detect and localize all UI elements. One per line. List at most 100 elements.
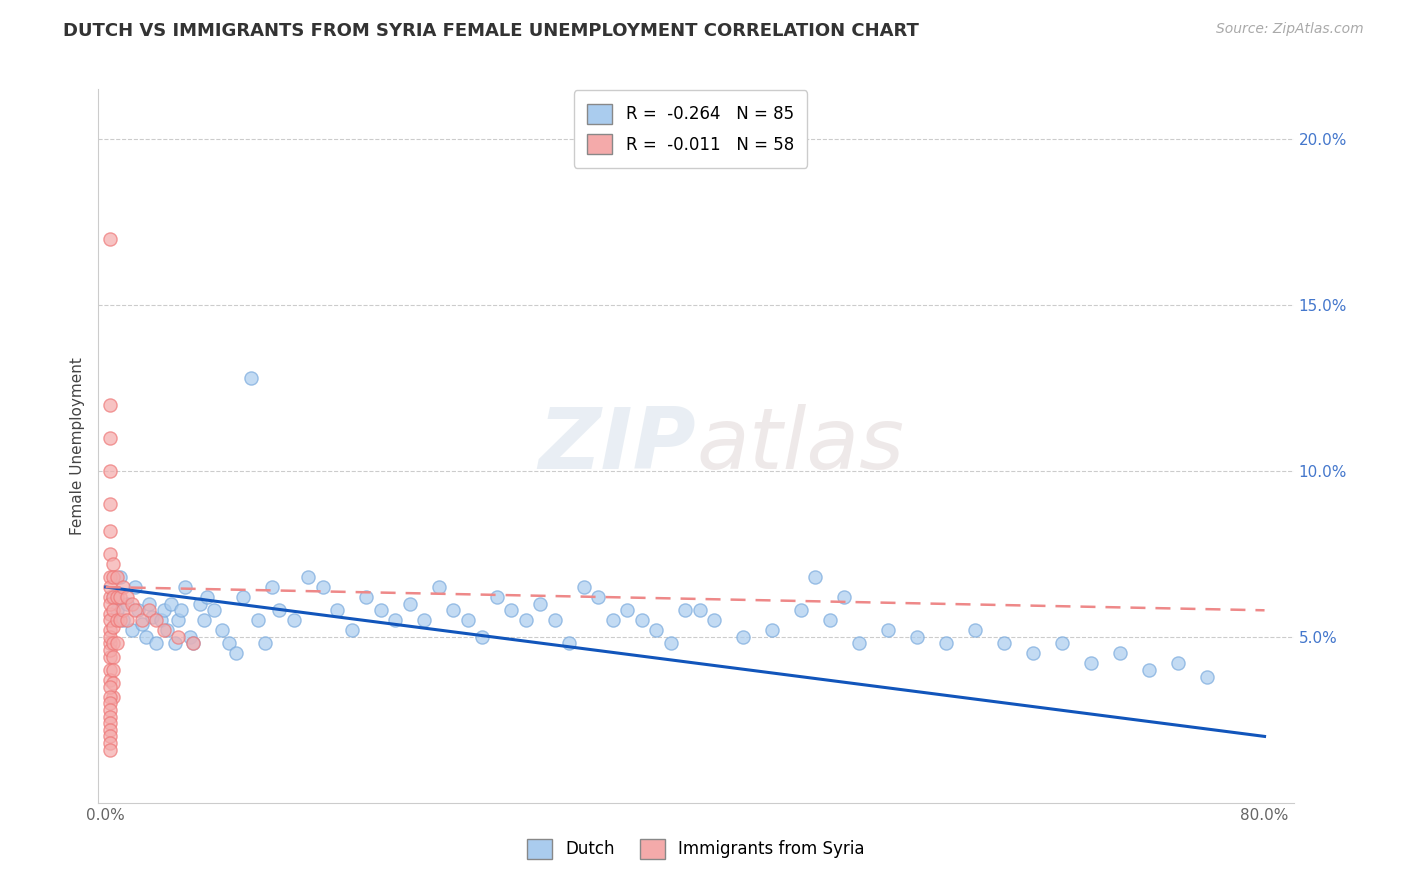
Point: [101, 603, 124, 617]
Point: [105, 603, 128, 617]
Point: [1022, 647, 1045, 661]
Point: [145, 613, 167, 627]
Point: [98, 607, 121, 621]
Point: [848, 636, 870, 650]
Point: [98, 547, 121, 561]
Point: [225, 647, 247, 661]
Point: [117, 613, 139, 627]
Point: [167, 630, 190, 644]
Point: [145, 636, 167, 650]
Point: [297, 570, 319, 584]
Point: [160, 597, 183, 611]
Point: [218, 636, 240, 650]
Point: [117, 597, 139, 611]
Point: [193, 613, 215, 627]
Point: [112, 580, 135, 594]
Point: [529, 597, 551, 611]
Point: [399, 597, 422, 611]
Point: [689, 603, 711, 617]
Point: [98, 730, 121, 744]
Point: [370, 603, 392, 617]
Point: [659, 636, 682, 650]
Point: [101, 663, 124, 677]
Point: [673, 603, 696, 617]
Point: [602, 613, 624, 627]
Point: [149, 613, 172, 627]
Point: [101, 590, 124, 604]
Point: [112, 603, 135, 617]
Point: [211, 624, 233, 638]
Text: ZIP: ZIP: [538, 404, 696, 488]
Point: [485, 590, 508, 604]
Point: [101, 690, 124, 704]
Point: [105, 590, 128, 604]
Point: [170, 603, 193, 617]
Point: [645, 624, 668, 638]
Point: [993, 636, 1015, 650]
Point: [384, 613, 406, 627]
Point: [558, 636, 581, 650]
Point: [457, 613, 479, 627]
Point: [1050, 636, 1073, 650]
Point: [138, 603, 160, 617]
Point: [441, 603, 464, 617]
Point: [127, 603, 149, 617]
Point: [98, 673, 121, 687]
Point: [101, 649, 124, 664]
Point: [117, 590, 139, 604]
Point: [98, 663, 121, 677]
Point: [98, 696, 121, 710]
Point: [515, 613, 537, 627]
Point: [108, 613, 131, 627]
Point: [98, 680, 121, 694]
Point: [101, 557, 124, 571]
Point: [174, 580, 197, 594]
Point: [108, 590, 131, 604]
Point: [98, 397, 121, 411]
Point: [98, 590, 121, 604]
Point: [586, 590, 609, 604]
Point: [790, 603, 813, 617]
Point: [138, 597, 160, 611]
Point: [312, 580, 335, 594]
Point: [181, 636, 204, 650]
Point: [544, 613, 567, 627]
Point: [98, 630, 121, 644]
Point: [98, 597, 121, 611]
Point: [1137, 663, 1160, 677]
Point: [155, 624, 177, 638]
Point: [181, 636, 204, 650]
Legend: Dutch, Immigrants from Syria: Dutch, Immigrants from Syria: [520, 832, 872, 866]
Point: [101, 676, 124, 690]
Point: [98, 716, 121, 731]
Point: [616, 603, 638, 617]
Point: [165, 636, 187, 650]
Point: [105, 613, 128, 627]
Point: [98, 580, 121, 594]
Point: [98, 742, 121, 756]
Point: [471, 630, 494, 644]
Point: [101, 590, 124, 604]
Point: [167, 613, 190, 627]
Text: atlas: atlas: [696, 404, 904, 488]
Point: [121, 624, 143, 638]
Point: [124, 580, 146, 594]
Point: [135, 630, 157, 644]
Point: [131, 616, 153, 631]
Point: [98, 613, 121, 627]
Point: [818, 613, 841, 627]
Y-axis label: Female Unemployment: Female Unemployment: [69, 357, 84, 535]
Point: [98, 709, 121, 723]
Point: [963, 624, 986, 638]
Point: [152, 624, 174, 638]
Point: [501, 603, 523, 617]
Point: [253, 636, 276, 650]
Point: [98, 736, 121, 750]
Point: [905, 630, 928, 644]
Point: [98, 624, 121, 638]
Point: [98, 570, 121, 584]
Point: [246, 613, 269, 627]
Point: [1195, 670, 1218, 684]
Point: [572, 580, 595, 594]
Point: [98, 497, 121, 511]
